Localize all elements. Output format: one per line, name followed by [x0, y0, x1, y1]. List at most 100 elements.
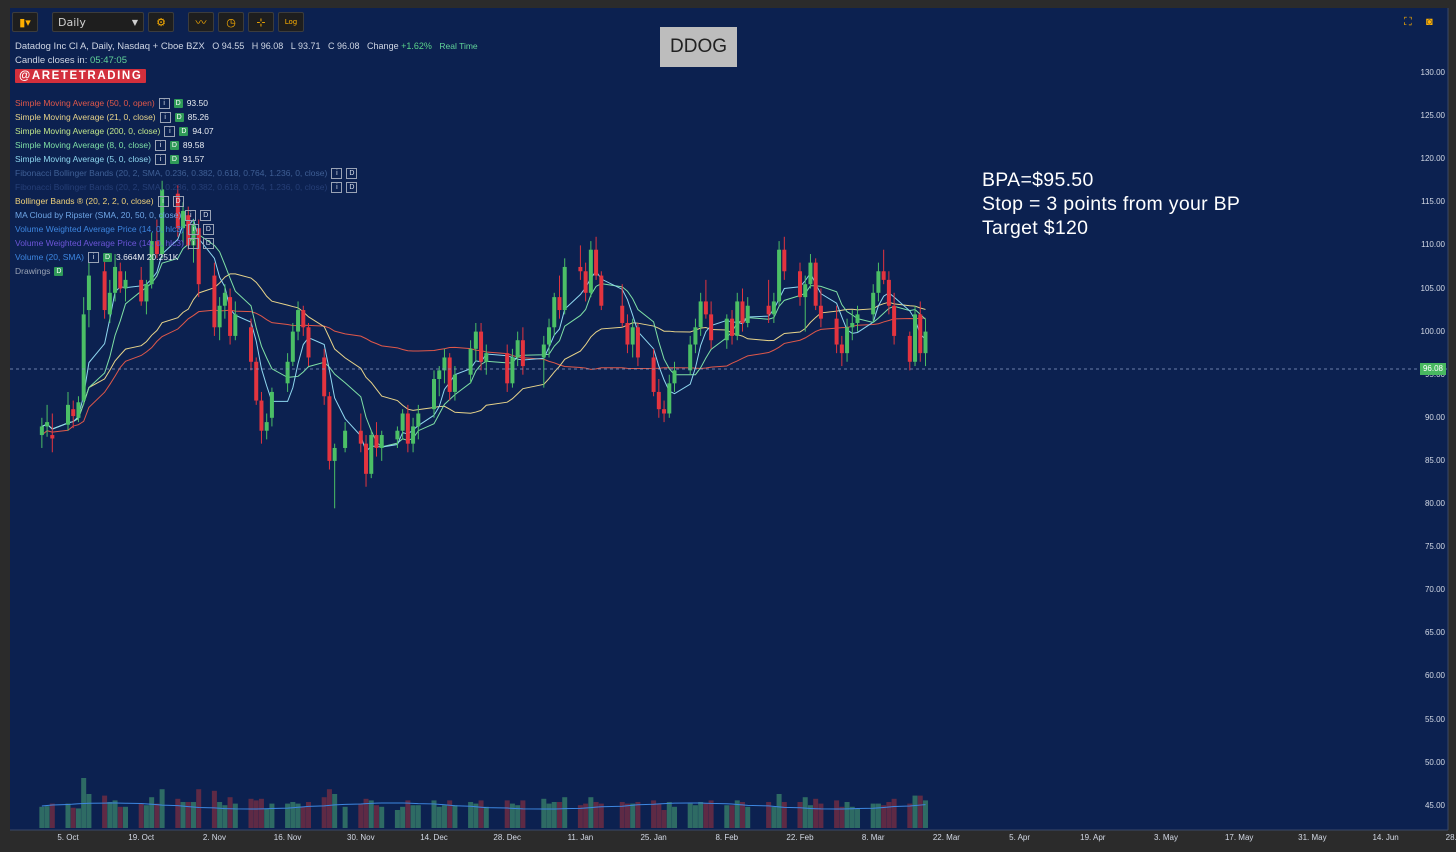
clock-icon[interactable]: ◷	[218, 12, 244, 32]
countdown-label: Candle closes in:	[15, 55, 88, 66]
delete-icon[interactable]: D	[54, 266, 64, 276]
info-icon[interactable]: i	[187, 237, 199, 249]
realtime-badge: Real Time	[439, 41, 478, 51]
camera-icon[interactable]: ◙	[1426, 16, 1433, 28]
candle-bars-icon[interactable]: ▮▾	[12, 12, 38, 32]
volume-bar	[452, 805, 458, 828]
volume-sma-line	[41, 802, 926, 810]
price-tick: 90.00	[1424, 412, 1445, 422]
indicator-value: 93.50	[186, 98, 208, 108]
indicator-row[interactable]: Fibonacci Bollinger Bands (20, 2, SMA, 0…	[15, 181, 358, 193]
info-icon[interactable]: i	[331, 167, 343, 179]
indicator-row[interactable]: Simple Moving Average (50, 0, open) i D 93.…	[15, 97, 208, 109]
info-icon[interactable]: i	[159, 111, 171, 123]
volume-bar	[870, 803, 876, 828]
candle-body	[107, 292, 112, 315]
indicator-row[interactable]: Simple Moving Average (200, 0, close) i D 9…	[15, 125, 214, 137]
delete-icon[interactable]: D	[200, 209, 212, 221]
candle-countdown: Candle closes in: 05:47:05	[15, 54, 478, 68]
volume-bar	[661, 810, 667, 828]
indicator-row[interactable]: Bollinger Bands ® (20, 2, 2, 0, close) i D	[15, 195, 184, 207]
change-value: +1.62%	[401, 41, 432, 51]
info-icon[interactable]: i	[187, 223, 199, 235]
indicator-value: 94.07	[192, 126, 214, 136]
info-icon[interactable]: i	[87, 251, 99, 263]
candle-body	[510, 357, 515, 384]
indicator-label: Simple Moving Average (8, 0, close)	[15, 140, 151, 150]
volume-bar	[483, 806, 489, 828]
volume-bar	[818, 803, 824, 828]
date-tick: 14. Dec	[420, 833, 448, 842]
candle-body	[149, 241, 154, 285]
indicator-row[interactable]: Volume (20, SMA) i D 3.664M 20.251K	[15, 251, 178, 263]
interval-select[interactable]: Daily ▼	[52, 12, 144, 32]
volume-bar	[551, 802, 557, 828]
delete-icon[interactable]: D	[179, 126, 189, 136]
indicator-label: Drawings	[15, 266, 51, 276]
last-price-tag: 96.08	[1420, 363, 1446, 375]
delete-icon[interactable]: D	[172, 195, 184, 207]
volume-bar	[185, 802, 191, 828]
info-icon[interactable]: i	[154, 153, 166, 165]
delete-icon[interactable]: D	[202, 223, 214, 235]
info-icon[interactable]: i	[164, 125, 176, 137]
candle-body	[81, 314, 86, 401]
indicator-value: 3.664M 20.251K	[115, 252, 179, 262]
compare-icon[interactable]: ⊹	[248, 12, 274, 32]
candle-body	[233, 314, 238, 336]
volume-bar	[75, 808, 81, 828]
candle-body	[667, 383, 672, 414]
candle-body	[259, 400, 264, 431]
info-icon[interactable]: i	[331, 181, 343, 193]
close-value: C 96.08	[328, 41, 360, 51]
volume-bar	[326, 789, 332, 828]
candle-body	[254, 361, 259, 401]
volume-bar	[332, 794, 338, 828]
indicator-row[interactable]: Volume Weighted Average Price (14, 0, hl…	[15, 237, 214, 249]
indicators-icon[interactable]: 〰	[188, 12, 214, 32]
volume-bar	[562, 797, 568, 828]
candle-body	[369, 435, 374, 474]
info-icon[interactable]: i	[157, 195, 169, 207]
volume-bar	[306, 802, 312, 828]
candle-body	[803, 284, 808, 298]
date-tick: 2. Nov	[202, 833, 226, 842]
price-tick: 115.00	[1421, 197, 1445, 207]
info-icon[interactable]: i	[185, 209, 197, 221]
candle-body	[432, 379, 436, 410]
candle-body	[520, 340, 525, 367]
candle-body	[113, 266, 118, 293]
delete-icon[interactable]: D	[169, 154, 179, 164]
volume-bar	[285, 803, 291, 828]
candle-body	[635, 327, 640, 358]
log-scale-button[interactable]: Log	[278, 12, 304, 32]
delete-icon[interactable]: D	[102, 252, 112, 262]
volume-bar	[708, 800, 714, 828]
indicator-row[interactable]: Simple Moving Average (8, 0, close) i D 89.…	[15, 139, 204, 151]
delete-icon[interactable]: D	[202, 237, 214, 249]
indicator-row[interactable]: Fibonacci Bollinger Bands (20, 2, SMA, 0…	[15, 167, 358, 179]
chart-legend: Datadog Inc Cl A, Daily, Nasdaq + Cboe B…	[15, 39, 478, 68]
indicator-row[interactable]: Simple Moving Average (21, 0, close) i D 85…	[15, 111, 209, 123]
indicator-label: Simple Moving Average (50, 0, open)	[15, 98, 155, 108]
candle-body	[400, 413, 405, 431]
indicator-row[interactable]: MA Cloud by Ripster (SMA, 20, 50, 0, clo…	[15, 209, 212, 221]
delete-icon[interactable]: D	[169, 140, 179, 150]
indicator-row[interactable]: Simple Moving Average (5, 0, close) i D 91.…	[15, 153, 204, 165]
info-icon[interactable]: i	[158, 97, 170, 109]
info-icon[interactable]: i	[154, 139, 166, 151]
volume-bar	[739, 802, 745, 828]
volume-bar	[844, 802, 850, 828]
delete-icon[interactable]: D	[346, 181, 358, 193]
indicator-row[interactable]: Drawings D	[15, 265, 64, 277]
candle-body	[881, 271, 886, 280]
delete-icon[interactable]: D	[173, 98, 183, 108]
volume-bar	[473, 803, 479, 828]
gear-icon[interactable]: ⚙	[148, 12, 174, 32]
fullscreen-icon[interactable]: ⛶	[1404, 16, 1412, 28]
candle-body	[374, 435, 379, 448]
indicator-row[interactable]: Volume Weighted Average Price (14, 0, hl…	[15, 223, 214, 235]
delete-icon[interactable]: D	[346, 167, 358, 179]
delete-icon[interactable]: D	[174, 112, 184, 122]
